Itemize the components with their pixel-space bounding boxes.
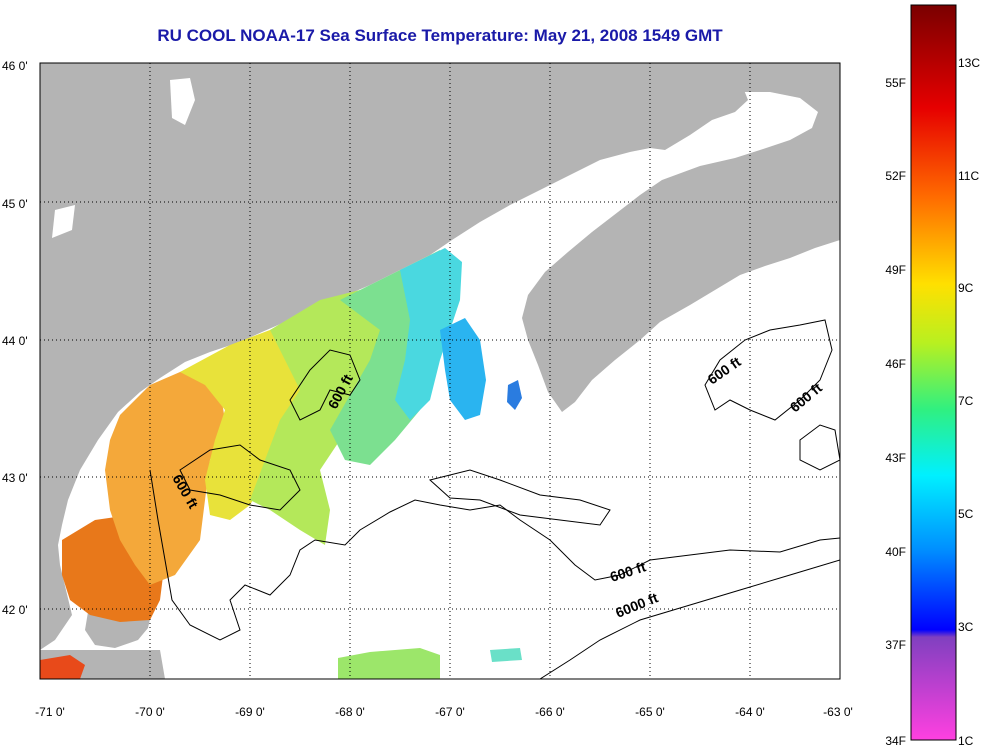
contour-6000ft: [539, 559, 840, 679]
colorbar-label: 11C: [958, 169, 979, 183]
lon-label: -63 0': [823, 705, 853, 719]
lat-label: 43 0': [2, 471, 28, 485]
colorbar-label: 52F: [885, 169, 906, 183]
sst-patch-nantucket-warm: [40, 655, 85, 679]
sst-patch-cyan: [395, 248, 462, 420]
lon-label: -69 0': [235, 705, 265, 719]
graticule: [40, 63, 840, 679]
colorbar-label: 1C: [958, 734, 974, 748]
lat-label: 46 0': [2, 59, 28, 73]
colorbar-label: 55F: [885, 76, 906, 90]
colorbar-label: 34F: [885, 734, 906, 748]
lon-label: -64 0': [735, 705, 765, 719]
lon-label: -68 0': [335, 705, 365, 719]
colorbar-label: 5C: [958, 507, 974, 521]
colorbar-label: 40F: [885, 545, 906, 559]
lat-label: 44 0': [2, 334, 28, 348]
lon-label: -65 0': [635, 705, 665, 719]
map-frame: [39, 62, 841, 680]
longitude-labels: -71 0' -70 0' -69 0' -68 0' -67 0' -66 0…: [35, 705, 853, 719]
sst-patch-south: [338, 648, 440, 679]
colorbar-label: 37F: [885, 638, 906, 652]
lon-label: -67 0': [435, 705, 465, 719]
sst-patch-blue: [507, 380, 522, 410]
colorbar-celsius-labels: 13C 11C 9C 7C 5C 3C 1C: [958, 56, 980, 748]
lat-label: 45 0': [2, 197, 28, 211]
land-new-england: [40, 63, 748, 650]
lon-label: -66 0': [535, 705, 565, 719]
lake: [170, 78, 195, 125]
sst-patch-yellowgreen: [250, 290, 395, 545]
colorbar: [910, 4, 957, 741]
sst-patch-blue-cyan: [440, 318, 486, 420]
chart-title: RU COOL NOAA-17 Sea Surface Temperature:…: [157, 26, 723, 45]
sst-patch-south-cyan: [490, 648, 522, 662]
colorbar-label: 46F: [885, 357, 906, 371]
lat-label: 42 0': [2, 603, 28, 617]
colorbar-label: 9C: [958, 281, 974, 295]
colorbar-label: 43F: [885, 451, 906, 465]
colorbar-label: 13C: [958, 56, 980, 70]
sst-patch-orange: [105, 365, 225, 585]
lon-label: -71 0': [35, 705, 65, 719]
land-nova-scotia-nb: [522, 63, 840, 412]
lon-label: -70 0': [135, 705, 165, 719]
colorbar-fahrenheit-labels: 55F 52F 49F 46F 43F 40F 37F 34F: [885, 76, 906, 748]
colorbar-label: 7C: [958, 394, 974, 408]
colorbar-label: 49F: [885, 263, 906, 277]
latitude-labels: 46 0' 45 0' 44 0' 43 0' 42 0': [2, 59, 28, 617]
colorbar-label: 3C: [958, 620, 974, 634]
lake: [52, 205, 75, 238]
